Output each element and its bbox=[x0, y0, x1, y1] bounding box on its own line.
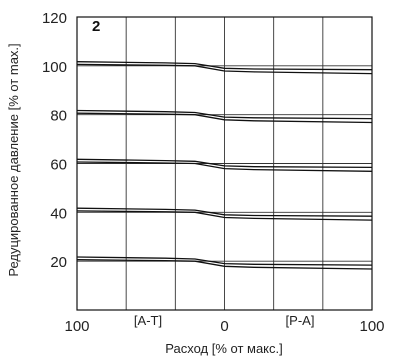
x-tick-label-0: 100 bbox=[64, 318, 89, 335]
curve-2-lower bbox=[76, 161, 373, 172]
region-label-a-t: [A-T] bbox=[134, 313, 162, 328]
curve-4-upper bbox=[76, 256, 373, 266]
y-tick-label-3: 80 bbox=[50, 108, 67, 125]
curve-0-upper bbox=[76, 61, 373, 71]
y-tick-label-4: 100 bbox=[42, 59, 67, 76]
x-axis-label: Расход [% от макс.] bbox=[165, 341, 282, 356]
y-axis-label: Редуцированное давление [% от max.] bbox=[6, 43, 21, 276]
curve-3-lower bbox=[76, 210, 373, 221]
curve-1-upper bbox=[76, 109, 373, 120]
region-label-p-a: [P-A] bbox=[286, 313, 315, 328]
plot-frame bbox=[76, 16, 373, 311]
y-tick-label-1: 40 bbox=[50, 205, 67, 222]
x-tick-labels: 100 0 100 bbox=[64, 318, 384, 335]
x-tick-label-1: 0 bbox=[220, 318, 228, 335]
curve-3-upper bbox=[76, 207, 373, 217]
y-tick-label-2: 60 bbox=[50, 157, 67, 174]
y-tick-label-0: 20 bbox=[50, 254, 67, 271]
curves bbox=[76, 61, 373, 270]
curve-2-upper bbox=[76, 158, 373, 169]
curve-1-lower bbox=[76, 112, 373, 124]
curve-0-lower bbox=[76, 63, 373, 75]
panel-label: 2 bbox=[92, 18, 100, 35]
x-tick-label-2: 100 bbox=[359, 318, 384, 335]
y-tick-labels: 20 40 60 80 100 120 bbox=[42, 10, 67, 271]
curve-4-lower bbox=[76, 259, 373, 270]
y-tick-label-5: 120 bbox=[42, 10, 67, 27]
